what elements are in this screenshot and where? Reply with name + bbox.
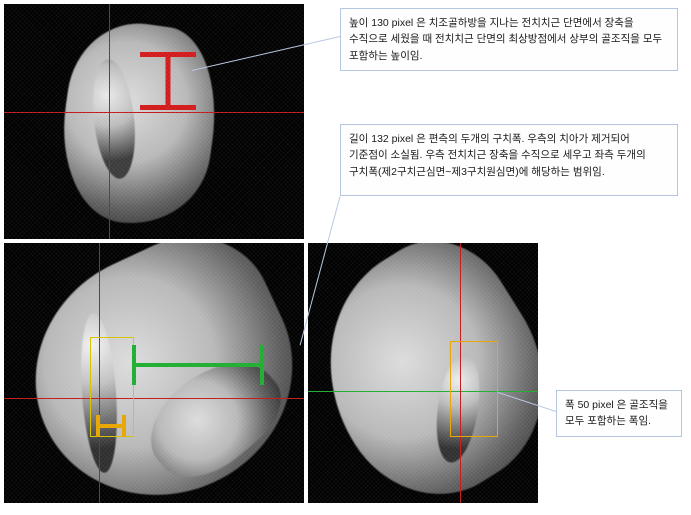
callout-height-130: 높이 130 pixel 은 치조골하방을 지나는 전치치근 단면에서 장축을 … bbox=[340, 8, 678, 71]
dimension-cap-right bbox=[122, 415, 126, 437]
callout-text: 폭 50 pixel 은 골조직을 모두 포함하는 폭임. bbox=[565, 399, 668, 427]
crosshair-horizontal bbox=[308, 391, 538, 392]
bone-shape bbox=[308, 243, 538, 503]
ct-panel-sagittal-left bbox=[4, 243, 304, 503]
dimension-stem bbox=[166, 52, 171, 110]
callout-text: 길이 132 pixel 은 편측의 두개의 구치폭. 우측의 치아가 제거되어… bbox=[349, 133, 646, 178]
crosshair-horizontal bbox=[4, 398, 304, 399]
dimension-marker-width-50 bbox=[96, 415, 126, 437]
crosshair-horizontal bbox=[4, 112, 304, 113]
ct-panel-coronal bbox=[4, 4, 304, 239]
figure-canvas: 높이 130 pixel 은 치조골하방을 지나는 전치치근 단면에서 장축을 … bbox=[0, 0, 691, 515]
crosshair-vertical bbox=[109, 4, 110, 239]
ct-panel-sagittal-right bbox=[308, 243, 538, 503]
dimension-marker-height-130 bbox=[140, 52, 196, 110]
callout-text: 높이 130 pixel 은 치조골하방을 지나는 전치치근 단면에서 장축을 … bbox=[349, 17, 662, 62]
dimension-marker-length-132 bbox=[132, 345, 264, 385]
roi-box-orange bbox=[450, 341, 498, 437]
bone-shape bbox=[51, 15, 227, 234]
callout-length-132: 길이 132 pixel 은 편측의 두개의 구치폭. 우측의 치아가 제거되어… bbox=[340, 124, 678, 196]
dimension-cap-bottom bbox=[140, 105, 196, 110]
dimension-stem bbox=[132, 363, 264, 367]
dimension-cap-right bbox=[260, 345, 264, 385]
callout-width-50: 폭 50 pixel 은 골조직을 모두 포함하는 폭임. bbox=[556, 390, 682, 437]
